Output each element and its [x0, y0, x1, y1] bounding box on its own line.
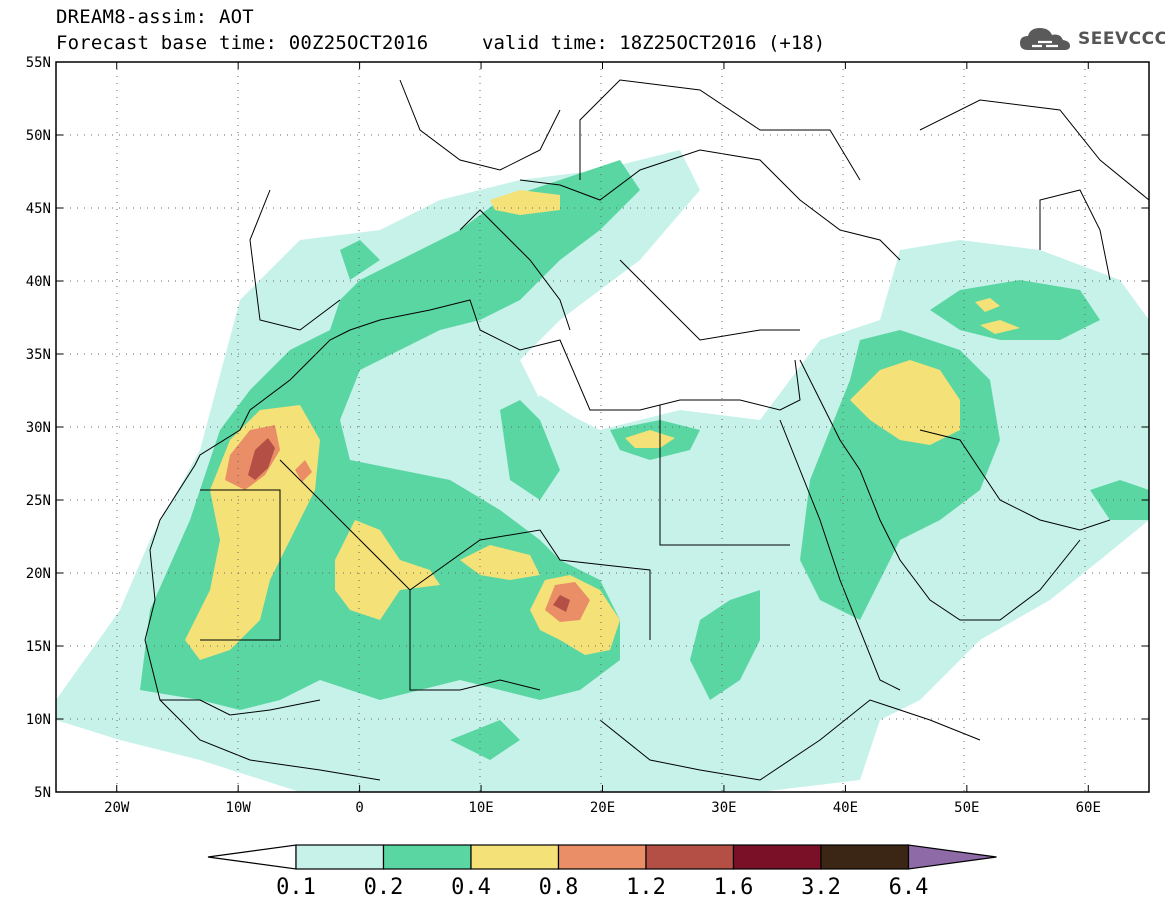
colorbar-label: 0.2 [364, 875, 404, 900]
country-borders [144, 79, 1149, 781]
graticule [56, 62, 1149, 792]
colorbar-label: 3.2 [801, 875, 841, 900]
aot-level-1.2 [248, 438, 570, 612]
colorbar-label: 0.8 [539, 875, 579, 900]
lon-label: 10W [226, 800, 252, 816]
colorbar-swatch [732, 844, 822, 870]
colorbar-swatch [645, 844, 735, 870]
lon-label: 20E [590, 800, 615, 816]
lat-label: 40N [26, 274, 51, 290]
lat-label: 15N [26, 639, 51, 655]
lat-label: 5N [34, 785, 51, 801]
colorbar-label: 6.4 [889, 875, 929, 900]
colorbar-label: 0.1 [276, 875, 316, 900]
lat-label: 35N [26, 347, 51, 363]
colorbar-label: 1.2 [626, 875, 666, 900]
lon-label: 60E [1076, 800, 1101, 816]
lat-label: 50N [26, 128, 51, 144]
lat-label: 10N [26, 712, 51, 728]
colorbar: 0.1 0.2 0.4 0.8 1.2 1.6 3.2 6.4 [207, 844, 997, 900]
colorbar-swatch [557, 844, 647, 870]
lon-label: 10E [468, 800, 493, 816]
forecast-base-time: Forecast base time: 00Z25OCT2016 [56, 32, 429, 54]
colorbar-swatch [820, 844, 910, 870]
lon-label: 20W [104, 800, 130, 816]
lon-label: 30E [711, 800, 736, 816]
colorbar-swatch [382, 844, 472, 870]
lon-label: 40E [833, 800, 858, 816]
colorbar-label: 0.4 [451, 875, 491, 900]
latitude-labels: 55N 50N 45N 40N 35N 30N 25N 20N 15N 10N 5N [26, 55, 1149, 801]
seevccc-logo: SEEVCCC [1018, 24, 1165, 54]
map-title: DREAM8-assim: AOT [56, 6, 254, 28]
lon-label: 0 [355, 800, 363, 816]
colorbar-under-arrow [207, 844, 297, 870]
lat-label: 20N [26, 566, 51, 582]
colorbar-swatch [295, 844, 385, 870]
lat-label: 55N [26, 55, 51, 71]
lat-label: 45N [26, 201, 51, 217]
longitude-labels: 20W 10W 0 10E 20E 30E 40E 50E 60E [104, 62, 1101, 816]
logo-text: SEEVCCC [1078, 29, 1165, 49]
lat-label: 25N [26, 493, 51, 509]
lon-label: 50E [954, 800, 979, 816]
colorbar-over-arrow [907, 844, 997, 870]
colorbar-swatch [470, 844, 560, 870]
colorbar-label: 1.6 [714, 875, 754, 900]
cloud-icon [1020, 28, 1070, 50]
lat-label: 30N [26, 420, 51, 436]
valid-time: valid time: 18Z25OCT2016 (+18) [482, 32, 826, 54]
